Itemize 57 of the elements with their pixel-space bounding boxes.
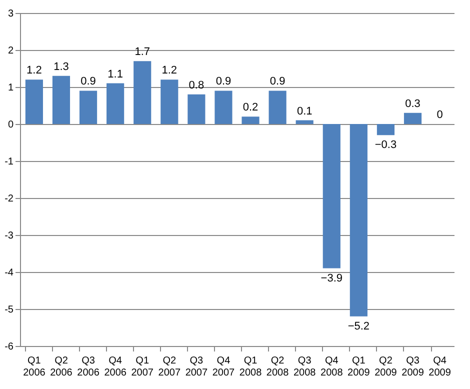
y-tick-label: -5: [4, 304, 14, 316]
x-tick-label: Q2 2008: [266, 356, 290, 378]
bar: [376, 124, 395, 136]
data-label: 0.8: [188, 79, 204, 92]
data-label: 1.7: [134, 46, 150, 58]
bar: [350, 124, 368, 316]
x-tick-label: Q3 2006: [77, 356, 100, 378]
x-tick-label: Q4 2007: [212, 356, 236, 378]
x-tick-label: Q1 2007: [131, 356, 154, 378]
x-tick-label: Q4 2008: [320, 356, 344, 378]
bar: [322, 124, 340, 268]
data-label: −5.2: [348, 320, 370, 332]
y-tick-label: -1: [4, 156, 14, 168]
data-label: 0.9: [80, 76, 96, 88]
data-label: 0: [436, 109, 443, 121]
bar: [214, 90, 232, 124]
bar: [52, 76, 70, 124]
x-tick-label: Q3 2009: [402, 356, 424, 378]
x-tick-label: Q1 2009: [348, 356, 370, 378]
bar: [79, 90, 98, 124]
x-tick-label: Q4 2009: [428, 356, 452, 378]
bar: [242, 116, 260, 124]
x-tick-label: Q1 2008: [239, 356, 262, 378]
y-tick-label: 0: [8, 120, 14, 130]
x-tick-label: Q4 2006: [104, 356, 127, 378]
x-tick-label: Q2 2009: [374, 356, 398, 378]
data-label: 0.2: [242, 102, 258, 114]
x-tick-label: Q3 2007: [185, 356, 208, 378]
data-label: 0.3: [405, 98, 420, 110]
y-tick-label: 2: [8, 46, 14, 56]
data-label: 0.9: [270, 76, 286, 88]
data-label: 1.1: [108, 68, 123, 80]
bar: [268, 90, 286, 124]
y-tick-label: -6: [4, 342, 14, 352]
data-label: 0.1: [296, 105, 312, 118]
y-tick-label: 1: [8, 82, 14, 94]
data-label: 0.9: [216, 76, 232, 88]
y-tick-label: 3: [8, 8, 14, 20]
data-label: 1.2: [162, 64, 178, 77]
bar: [296, 120, 314, 124]
bar: [188, 94, 206, 124]
data-label: 1.2: [26, 64, 42, 77]
data-label: −3.9: [320, 272, 342, 284]
data-label: −0.3: [374, 139, 397, 152]
x-tick-label: Q2 2006: [50, 356, 73, 378]
data-label: 1.3: [54, 60, 69, 73]
y-tick-label: -4: [4, 268, 14, 278]
x-tick-label: Q3 2008: [293, 356, 316, 378]
y-tick-label: -2: [4, 194, 14, 204]
bar: [404, 112, 422, 124]
bar: [106, 83, 124, 124]
y-tick-label: -3: [4, 230, 14, 242]
x-tick-label: Q2 2007: [158, 356, 181, 378]
bar: [25, 80, 43, 124]
x-tick-label: Q1 2006: [23, 356, 46, 378]
bar: [160, 80, 178, 124]
bar: [134, 61, 152, 124]
